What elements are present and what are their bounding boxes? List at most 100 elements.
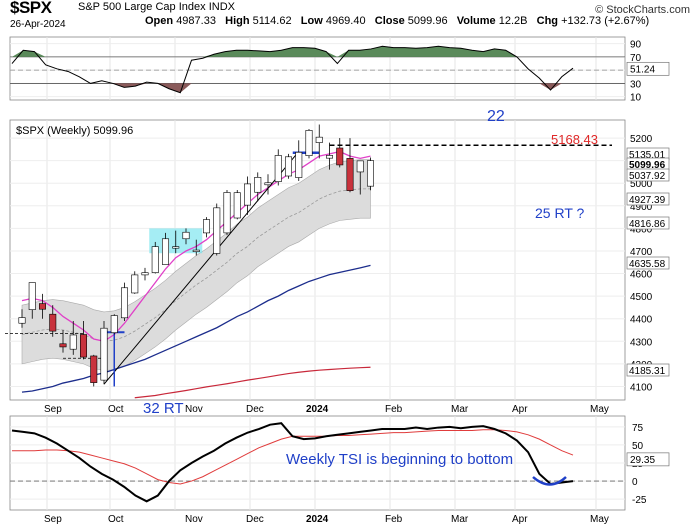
annotation-25-rt: 25 RT ? xyxy=(535,205,585,221)
price-x-label: Dec xyxy=(246,404,264,415)
candle-body xyxy=(254,177,262,193)
candle-body xyxy=(100,327,108,381)
rsi-overbought-fill xyxy=(12,46,573,57)
tsi-x-label: Nov xyxy=(185,514,203,525)
quote-line: Open 4987.33 High 5114.62 Low 4969.40 Cl… xyxy=(145,15,650,27)
chart-header: $SPX S&P 500 Large Cap Index INDX 26-Apr… xyxy=(0,0,698,36)
tsi-tick-label: 0 xyxy=(632,477,638,488)
tsi-x-label: Mar xyxy=(451,514,469,525)
candle-body xyxy=(315,136,323,143)
candle-body xyxy=(182,231,190,240)
candle-body xyxy=(110,315,118,334)
candle-body xyxy=(325,155,333,159)
candle-body xyxy=(264,182,272,186)
annotation-32-rt: 32 RT xyxy=(143,400,184,417)
candle-body xyxy=(18,317,26,324)
candle-body xyxy=(59,343,67,348)
price-tick-label: 4900 xyxy=(630,202,653,213)
tsi-x-label: 2024 xyxy=(306,514,329,525)
price-x-label: Oct xyxy=(108,404,124,415)
rsi-value-tag-text: 51.24 xyxy=(630,64,655,75)
price-tick-label: 4300 xyxy=(630,337,653,348)
candle-body xyxy=(121,287,129,319)
price-value-tag-text: 5099.96 xyxy=(629,160,666,171)
tsi-annotation: Weekly TSI is beginning to bottom xyxy=(286,451,513,468)
rsi-line xyxy=(11,45,574,94)
price-value-tag: 4927.39 xyxy=(626,192,670,206)
uptrend-line xyxy=(103,151,300,385)
candle-body xyxy=(69,334,77,350)
price-value-tag-text: 4635.58 xyxy=(629,259,666,270)
tsi-x-label: Feb xyxy=(385,514,403,525)
price-tick-label: 4100 xyxy=(630,382,653,393)
price-x-label: Sep xyxy=(44,404,62,415)
tsi-value-tag: 29.35 xyxy=(626,452,670,467)
tsi-x-label: Sep xyxy=(44,514,62,525)
price-x-label: Apr xyxy=(512,404,528,415)
price-value-tag-text: 4816.86 xyxy=(629,219,666,230)
tsi-bottom-arc xyxy=(532,476,567,486)
price-value-tag-text: 4185.31 xyxy=(629,366,666,377)
candle-body xyxy=(38,303,46,310)
tsi-value-tag-text: 29.35 xyxy=(630,455,655,466)
price-x-label: 2024 xyxy=(306,404,329,415)
price-tick-label: 4800 xyxy=(630,224,653,235)
price-value-tag-text: 5135.01 xyxy=(629,150,666,161)
candle-body xyxy=(223,192,231,234)
candle-body xyxy=(131,274,139,294)
rsi-panel-frame xyxy=(9,36,626,101)
price-value-tag: 4185.31 xyxy=(626,363,670,377)
annotation-resistance: 5168.43 xyxy=(551,132,598,147)
tsi-x-label: May xyxy=(590,514,609,525)
candle-body xyxy=(284,156,292,177)
tsi-x-label: Dec xyxy=(246,514,264,525)
price-x-label: Mar xyxy=(451,404,469,415)
tsi-tick-label: -25 xyxy=(632,495,647,506)
candle-body xyxy=(305,130,313,156)
price-value-tag: 4635.58 xyxy=(626,256,670,270)
candle-body xyxy=(192,249,200,252)
tsi-x-label: Oct xyxy=(108,514,124,525)
price-tick-label: 4600 xyxy=(630,270,653,281)
candle-body xyxy=(346,158,354,191)
candle-body xyxy=(274,155,282,182)
tsi-x-label: Apr xyxy=(512,514,528,525)
band-midline xyxy=(21,188,371,342)
rsi-tick-label: 10 xyxy=(630,93,642,104)
candle-body xyxy=(151,246,159,273)
ma-slow-line xyxy=(21,264,371,393)
rsi-tick-label: 30 xyxy=(630,79,642,90)
tsi-tick-label: 75 xyxy=(632,423,644,434)
candle-body xyxy=(244,183,252,206)
candle-body xyxy=(233,192,241,219)
candle-body xyxy=(203,219,211,234)
rsi-tick-label: 70 xyxy=(630,53,642,64)
ma-long-line xyxy=(134,366,371,399)
candle-body xyxy=(172,246,180,249)
price-value-tag: 5099.96 xyxy=(626,157,670,171)
price-tick-label: 5000 xyxy=(630,179,653,190)
quote-date: 26-Apr-2024 xyxy=(10,19,66,30)
index-name: S&P 500 Large Cap Index INDX xyxy=(78,1,235,13)
price-x-label: Nov xyxy=(185,404,203,415)
candle-body xyxy=(49,313,57,332)
price-value-tag: 4816.86 xyxy=(626,216,670,230)
price-tick-label: 4700 xyxy=(630,247,653,258)
candle-body xyxy=(162,238,170,265)
price-legend: $SPX (Weekly) 5099.96 xyxy=(16,125,133,137)
annotation-22: 22 xyxy=(487,108,505,125)
candle-body xyxy=(141,272,149,276)
price-tick-label: 4400 xyxy=(630,315,653,326)
price-value-tag-text: 5037.92 xyxy=(629,171,666,182)
candle-body xyxy=(80,334,88,358)
bollinger-band xyxy=(21,159,371,371)
price-value-tag: 5037.92 xyxy=(626,168,670,182)
price-x-label: Feb xyxy=(385,404,403,415)
tsi-line xyxy=(11,422,574,503)
candle-body xyxy=(366,160,374,187)
candle-body xyxy=(90,355,98,383)
price-tick-label: 5200 xyxy=(630,134,653,145)
candle-body xyxy=(356,160,364,173)
rsi-value-tag: 51.24 xyxy=(626,61,670,76)
